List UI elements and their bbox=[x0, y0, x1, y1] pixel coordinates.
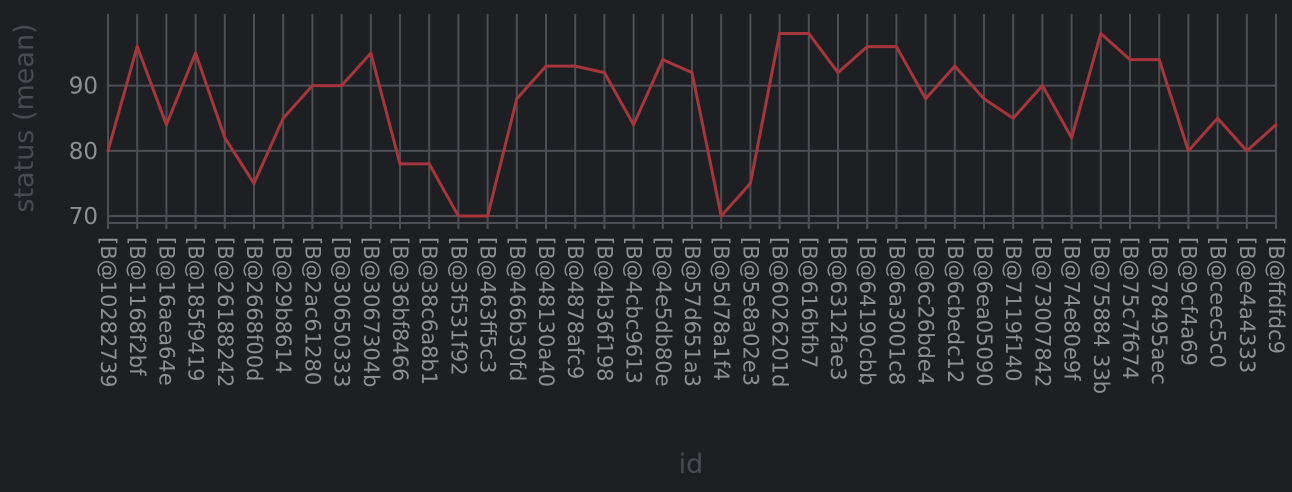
x-tick-label: [B@5d78a1f4 bbox=[709, 237, 733, 381]
x-tick-label: [B@48130a40 bbox=[534, 237, 558, 387]
x-axis-title: id bbox=[679, 449, 704, 480]
data-point bbox=[894, 45, 898, 49]
data-point bbox=[369, 51, 373, 55]
y-tick-labels: 70 80 90 bbox=[69, 74, 98, 230]
data-point bbox=[953, 64, 957, 68]
x-tick-label: [B@ceec5c0 bbox=[1206, 237, 1230, 368]
x-tick-label: [B@10282739 bbox=[96, 237, 120, 388]
data-point bbox=[1245, 149, 1249, 153]
data-point bbox=[719, 214, 723, 218]
data-point bbox=[602, 71, 606, 75]
data-point bbox=[1040, 84, 1044, 88]
x-tick-label: [B@3067304b bbox=[359, 237, 383, 387]
x-tick-label: [B@466b30fd bbox=[505, 237, 529, 381]
data-point bbox=[515, 97, 519, 101]
x-tick-label: [B@4878afc9 bbox=[563, 237, 587, 379]
data-point bbox=[486, 214, 490, 218]
data-point bbox=[982, 97, 986, 101]
x-tick-label: [B@73007842 bbox=[1030, 237, 1054, 388]
data-point bbox=[427, 162, 431, 166]
data-point bbox=[398, 162, 402, 166]
data-point bbox=[106, 149, 110, 153]
x-tick-label: [B@75c7f674 bbox=[1118, 237, 1142, 380]
x-tick-label: [B@2668f00d bbox=[242, 237, 266, 382]
data-point bbox=[194, 51, 198, 55]
x-tick-label: [B@57d651a3 bbox=[680, 237, 704, 387]
data-point bbox=[456, 214, 460, 218]
x-tick-label: [B@ffdfdc9 bbox=[1264, 237, 1288, 354]
data-point bbox=[1274, 123, 1278, 127]
data-point bbox=[1099, 32, 1103, 36]
y-tick-label: 80 bbox=[69, 139, 98, 165]
x-tick-label: [B@74e80e9f bbox=[1060, 237, 1084, 381]
y-axis-title: status (mean) bbox=[9, 23, 40, 212]
x-tick-label: [B@78495aec bbox=[1147, 237, 1171, 385]
data-point bbox=[310, 84, 314, 88]
data-point bbox=[252, 181, 256, 185]
data-point bbox=[807, 32, 811, 36]
x-tick-label: [B@3f531f92 bbox=[446, 237, 470, 376]
x-tick-label: [B@4b36f198 bbox=[592, 237, 616, 382]
data-point bbox=[748, 181, 752, 185]
y-tick-label: 90 bbox=[69, 74, 98, 100]
data-point bbox=[1157, 58, 1161, 62]
y-tick-label: 70 bbox=[69, 204, 98, 230]
x-tick-label: [B@616bfb7 bbox=[797, 237, 821, 368]
x-tick-label: [B@5e8a02e3 bbox=[738, 237, 762, 386]
x-tick-label: [B@64190cbb bbox=[855, 237, 879, 386]
data-point bbox=[865, 45, 869, 49]
x-tick-label: [B@6a3001c8 bbox=[884, 237, 908, 385]
x-tick-label: [B@6ea05090 bbox=[972, 237, 996, 387]
data-point bbox=[1128, 58, 1132, 62]
data-point bbox=[1011, 116, 1015, 120]
data-point bbox=[544, 64, 548, 68]
data-point bbox=[281, 116, 285, 120]
x-tick-label: [B@185f9419 bbox=[184, 237, 208, 382]
x-tick-label: [B@16aea64e bbox=[154, 237, 178, 386]
line-layer bbox=[106, 32, 1278, 218]
data-point bbox=[135, 45, 139, 49]
data-point bbox=[223, 136, 227, 140]
x-tick-label: [B@1168f2bf bbox=[125, 237, 149, 376]
x-tick-label: [B@e4a4333 bbox=[1235, 237, 1259, 373]
grid-layer bbox=[107, 14, 1277, 229]
data-point bbox=[778, 32, 782, 36]
x-tick-label: [B@4cbc9613 bbox=[622, 237, 646, 384]
x-tick-label: [B@36bf8466 bbox=[388, 237, 412, 382]
data-point bbox=[1216, 116, 1220, 120]
x-tick-label: [B@30650333 bbox=[330, 237, 354, 388]
x-tick-label: [B@6026201d bbox=[768, 237, 792, 387]
x-tick-labels: [B@10282739 [B@1168f2bf [B@16aea64e [B@185f… bbox=[96, 237, 1288, 394]
data-point bbox=[164, 123, 168, 127]
x-tick-label: [B@6312fae3 bbox=[826, 237, 850, 381]
x-tick-label: [B@38c6a8b1 bbox=[417, 237, 441, 385]
x-tick-label: [B@75884 33b bbox=[1089, 237, 1113, 394]
data-point bbox=[573, 64, 577, 68]
data-point bbox=[924, 97, 928, 101]
x-tick-label: [B@2ac61280 bbox=[300, 237, 324, 385]
x-tick-label: [B@6cbedc12 bbox=[943, 237, 967, 383]
x-tick-label: [B@9cf4a69 bbox=[1176, 237, 1200, 366]
x-tick-label: [B@7119f140 bbox=[1001, 237, 1025, 382]
data-point bbox=[1186, 149, 1190, 153]
data-point bbox=[661, 58, 665, 62]
data-point bbox=[632, 123, 636, 127]
data-point bbox=[836, 71, 840, 75]
data-point bbox=[1070, 136, 1074, 140]
x-tick-label: [B@26188242 bbox=[213, 237, 237, 388]
data-point bbox=[340, 84, 344, 88]
data-point bbox=[690, 71, 694, 75]
x-tick-label: [B@29b8614 bbox=[271, 237, 295, 374]
x-tick-label: [B@6c26bde4 bbox=[914, 237, 938, 385]
x-tick-label: [B@4e5db80e bbox=[651, 237, 675, 387]
x-tick-label: [B@463ff5c3 bbox=[476, 237, 500, 373]
